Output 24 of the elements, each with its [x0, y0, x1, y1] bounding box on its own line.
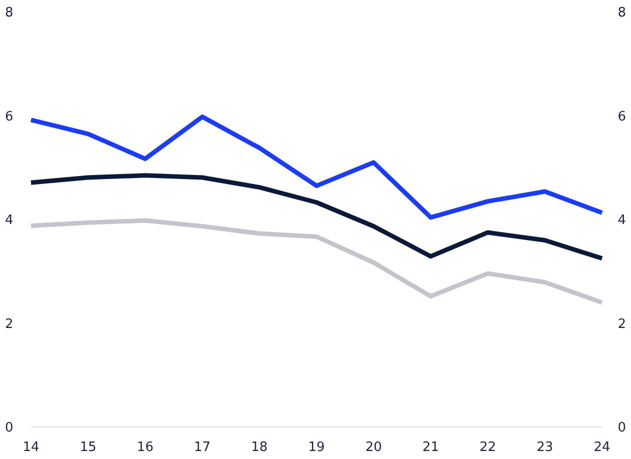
x-tick-label: 16	[136, 440, 154, 455]
y2-tick-label: 0	[618, 420, 626, 436]
y2-tick-label: 4	[618, 213, 626, 228]
x-tick-label: 21	[422, 440, 439, 455]
y-tick-label: 4	[5, 213, 14, 228]
y-tick-label: 8	[5, 6, 14, 21]
y-tick-label: 2	[5, 316, 14, 332]
x-tick-label: 24	[594, 440, 610, 455]
x-tick-label: 17	[194, 440, 211, 455]
line-series	[28, 114, 604, 220]
y-tick-label: 0	[5, 420, 14, 436]
x-tick-label: 19	[308, 440, 325, 455]
x-tick-label: 15	[80, 440, 96, 455]
x-tick-label: 18	[251, 440, 268, 455]
line-series	[28, 173, 604, 261]
x-tick-label: 23	[536, 440, 554, 455]
line-series	[28, 218, 604, 305]
x-tick-label: 14	[22, 440, 40, 455]
y2-tick-label: 2	[618, 316, 626, 332]
x-tick-label: 20	[365, 440, 382, 455]
y2-tick-label: 8	[618, 6, 626, 21]
y-tick-label: 6	[5, 109, 14, 124]
x-tick-label: 22	[480, 440, 496, 455]
y2-tick-label: 6	[618, 109, 626, 124]
